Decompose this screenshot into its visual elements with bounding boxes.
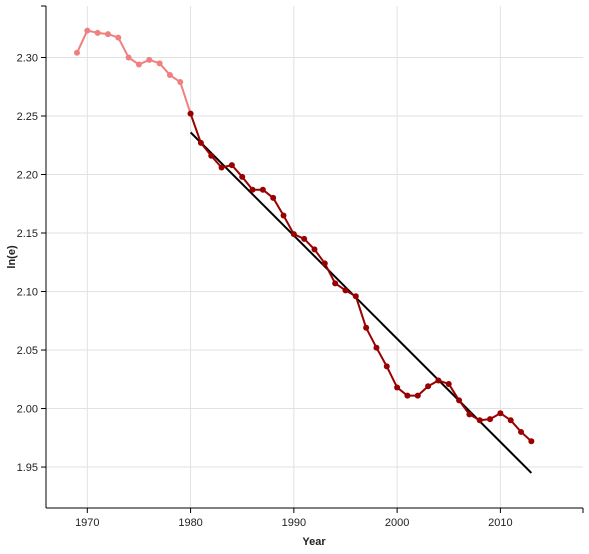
data-point — [487, 416, 493, 422]
x-axis-label: Year — [302, 536, 326, 548]
x-tick-label: 2000 — [385, 517, 409, 529]
data-point — [353, 293, 359, 299]
data-point — [435, 377, 441, 383]
series-line-1 — [77, 31, 191, 114]
y-tick-label: 2.05 — [17, 345, 38, 357]
data-point — [456, 397, 462, 403]
x-tick-label: 1970 — [75, 517, 99, 529]
data-point — [281, 212, 287, 218]
data-point — [188, 111, 194, 117]
data-point — [157, 60, 163, 66]
data-point — [74, 50, 80, 56]
data-point — [250, 187, 256, 193]
data-point — [394, 384, 400, 390]
data-point — [342, 287, 348, 293]
data-point — [126, 54, 132, 60]
data-point — [105, 31, 111, 37]
data-point — [167, 72, 173, 78]
data-point — [136, 62, 142, 68]
data-point — [363, 325, 369, 331]
data-point — [229, 162, 235, 168]
data-point — [115, 35, 121, 41]
data-point — [466, 411, 472, 417]
data-point — [415, 393, 421, 399]
data-point — [177, 79, 183, 85]
y-tick-label: 2.15 — [17, 228, 38, 240]
data-point — [198, 140, 204, 146]
data-point — [84, 28, 90, 34]
data-point — [260, 187, 266, 193]
data-point — [208, 153, 214, 159]
data-point — [301, 236, 307, 242]
y-ticks: 1.95 2.00 2.05 2.10 2.15 2.20 2.25 2.30 — [17, 6, 46, 474]
data-point — [95, 30, 101, 36]
data-point — [477, 417, 483, 423]
data-point — [219, 164, 225, 170]
series-line-2 — [191, 114, 532, 442]
x-tick-label: 1990 — [282, 517, 306, 529]
data-point — [312, 246, 318, 252]
data-point — [332, 280, 338, 286]
data-point — [373, 345, 379, 351]
data-point — [508, 417, 514, 423]
y-tick-label: 2.25 — [17, 111, 38, 123]
x-tick-label: 2010 — [488, 517, 512, 529]
data-point — [518, 429, 524, 435]
data-point — [446, 381, 452, 387]
y-tick-label: 2.30 — [17, 52, 38, 64]
y-tick-label: 2.10 — [17, 287, 38, 299]
x-ticks: 1970 1980 1990 2000 2010 — [75, 508, 583, 529]
x-tick-label: 1980 — [178, 517, 202, 529]
y-tick-label: 2.20 — [17, 170, 38, 182]
series-group — [74, 28, 534, 445]
data-point — [528, 438, 534, 444]
y-tick-label: 1.95 — [17, 462, 38, 474]
y-tick-label: 2.00 — [17, 404, 38, 416]
data-point — [322, 260, 328, 266]
data-point — [404, 393, 410, 399]
data-point — [497, 410, 503, 416]
data-point — [270, 195, 276, 201]
data-point — [425, 383, 431, 389]
data-point — [291, 231, 297, 237]
data-point — [384, 363, 390, 369]
y-axis-label: ln(e) — [6, 245, 18, 269]
data-point — [146, 57, 152, 63]
data-point — [239, 174, 245, 180]
